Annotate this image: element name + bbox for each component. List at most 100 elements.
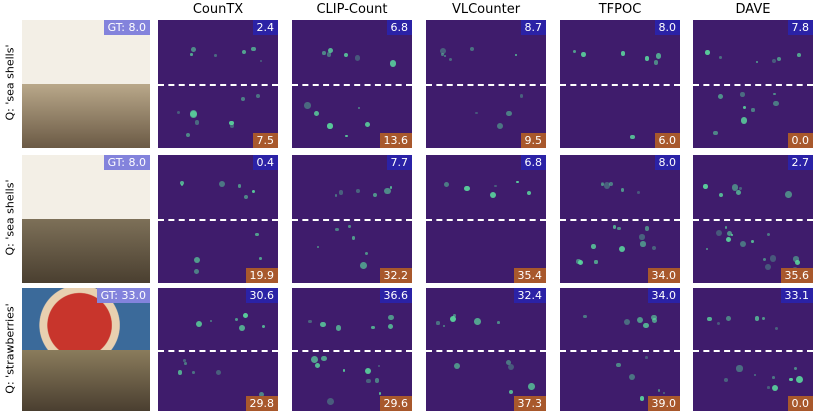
separator-line [158, 84, 278, 86]
density-blob [594, 260, 597, 263]
density-blob [770, 255, 776, 261]
density-blob [637, 317, 643, 323]
query-label: Q: 'sea shells' [4, 154, 17, 282]
density-blob [194, 257, 200, 263]
density-blob [609, 182, 613, 186]
query-image [22, 84, 150, 148]
separator-line [292, 84, 412, 86]
exemplar-count: 36.6 [380, 288, 413, 303]
density-blob [527, 191, 531, 195]
density-blob [663, 392, 665, 394]
density-blob [196, 321, 202, 327]
density-blob [630, 135, 635, 140]
density-blob [775, 327, 778, 330]
density-blob [640, 396, 644, 400]
density-blob [508, 364, 515, 371]
query-count: 35.6 [781, 268, 814, 283]
density-blob [506, 111, 512, 117]
density-blob [762, 317, 766, 321]
density-blob [186, 133, 190, 137]
density-blob [717, 322, 720, 325]
density-blob [739, 187, 741, 189]
density-blob [365, 368, 371, 374]
density-blob [181, 184, 183, 186]
density-blob [475, 112, 478, 115]
density-blob [740, 92, 745, 97]
density-blob [795, 260, 800, 265]
separator-line [292, 219, 412, 221]
density-blob [789, 378, 793, 382]
density-blob [601, 183, 604, 186]
density-blob [259, 257, 262, 260]
density-blob [637, 191, 640, 194]
density-blob [707, 317, 711, 321]
density-blob [311, 356, 318, 363]
query-label: Q: 'strawberries' [4, 284, 17, 411]
density-blob [256, 94, 260, 98]
density-blob [751, 240, 754, 243]
exemplar-count: 34.0 [648, 288, 681, 303]
exemplar-count: 2.4 [253, 20, 279, 35]
query-count: 32.2 [380, 268, 413, 283]
density-blob [255, 233, 259, 237]
density-blob [343, 369, 346, 372]
density-map: 30.629.8 [158, 288, 278, 411]
column-header: CLIP-Count [292, 2, 412, 17]
density-blob [321, 356, 326, 361]
density-blob [244, 195, 248, 199]
separator-line [560, 219, 680, 221]
density-blob [706, 248, 708, 250]
query-image [22, 219, 150, 283]
density-blob [177, 111, 180, 114]
density-blob [756, 61, 758, 63]
density-blob [497, 321, 500, 324]
density-blob [192, 371, 195, 374]
input-image: GT: 33.0 [22, 288, 150, 411]
query-count: 35.4 [514, 268, 547, 283]
exemplar-count: 6.8 [521, 155, 547, 170]
density-blob [656, 53, 661, 58]
density-blob [645, 356, 648, 359]
query-count: 34.0 [648, 268, 681, 283]
density-blob [356, 189, 360, 193]
separator-line [560, 84, 680, 86]
density-blob [726, 316, 731, 321]
density-blob [736, 365, 742, 371]
density-blob [314, 111, 319, 116]
density-blob [328, 48, 334, 54]
density-blob [262, 325, 266, 329]
density-map: 8.79.5 [426, 20, 546, 148]
exemplar-count: 32.4 [514, 288, 547, 303]
input-image: GT: 8.0 [22, 155, 150, 283]
density-blob [322, 51, 326, 55]
exemplar-count: 6.8 [387, 20, 413, 35]
density-blob [388, 324, 393, 329]
density-blob [624, 319, 630, 325]
separator-line [693, 84, 813, 86]
density-blob [726, 237, 731, 242]
density-blob [449, 58, 452, 61]
ground-truth-label: GT: 8.0 [104, 20, 150, 35]
query-count: 6.0 [655, 133, 681, 148]
ground-truth-label: GT: 33.0 [97, 288, 150, 303]
density-blob [241, 97, 245, 101]
density-blob [358, 107, 360, 109]
density-blob [719, 193, 723, 197]
separator-line [292, 350, 412, 352]
density-blob [767, 233, 770, 236]
density-blob [230, 124, 234, 128]
density-blob [454, 363, 461, 370]
density-map: 8.034.0 [560, 155, 680, 283]
density-blob [743, 106, 746, 109]
density-blob [194, 269, 199, 274]
density-blob [474, 318, 481, 325]
density-blob [497, 123, 504, 130]
density-blob [718, 94, 723, 99]
density-blob [345, 135, 347, 137]
density-map: 7.80.0 [693, 20, 813, 148]
density-blob [755, 316, 759, 320]
density-blob [777, 57, 781, 61]
